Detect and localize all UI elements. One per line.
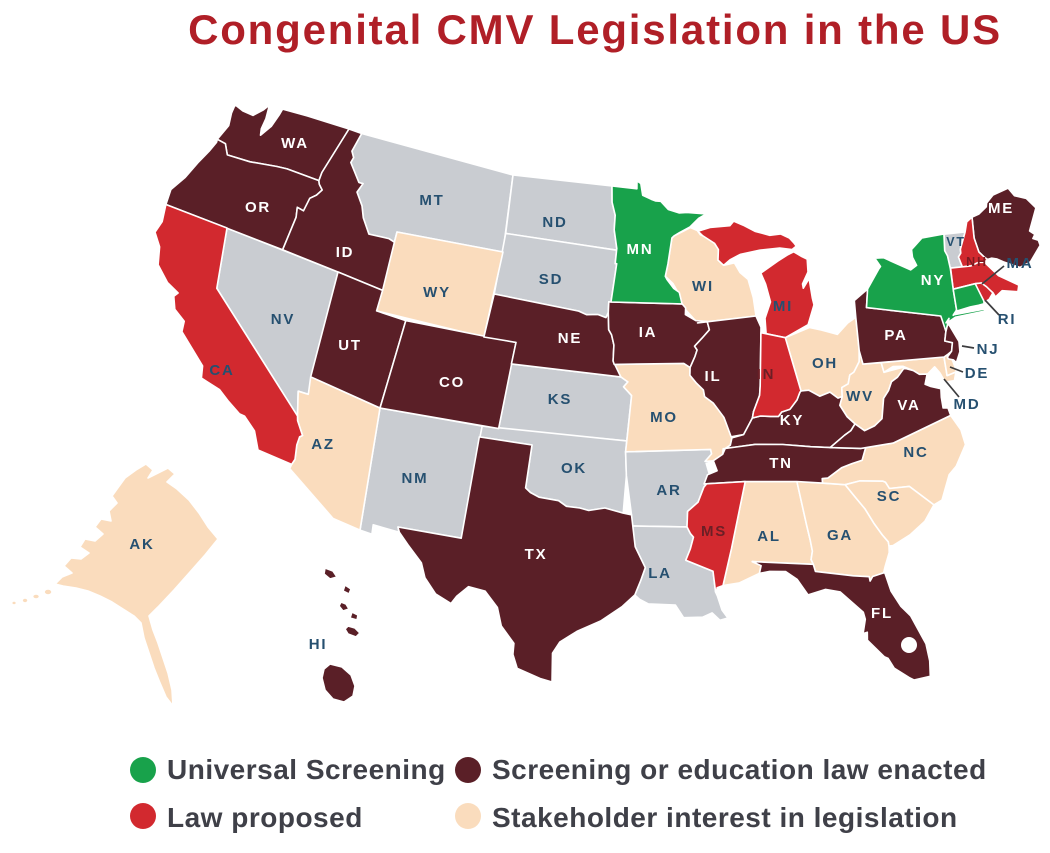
- svg-text:IA: IA: [639, 324, 658, 341]
- svg-text:VT: VT: [946, 235, 966, 249]
- svg-text:PA: PA: [884, 327, 907, 344]
- svg-text:MI: MI: [773, 298, 793, 315]
- svg-text:WA: WA: [281, 135, 309, 152]
- svg-text:KS: KS: [548, 391, 572, 408]
- svg-text:WY: WY: [423, 284, 451, 301]
- svg-text:SC: SC: [877, 488, 901, 505]
- svg-text:UT: UT: [338, 337, 362, 354]
- svg-text:MD: MD: [954, 396, 981, 413]
- svg-text:IN: IN: [757, 366, 776, 383]
- svg-text:ID: ID: [336, 244, 355, 261]
- svg-text:SD: SD: [539, 271, 563, 288]
- svg-text:NE: NE: [558, 330, 582, 347]
- svg-text:MA: MA: [1007, 255, 1034, 272]
- svg-text:NC: NC: [903, 444, 928, 461]
- svg-text:WI: WI: [692, 278, 714, 295]
- svg-text:IL: IL: [705, 368, 722, 385]
- svg-text:Stakeholder interest in legisl: Stakeholder interest in legislation: [492, 802, 958, 833]
- svg-text:AL: AL: [757, 528, 781, 545]
- svg-text:WV: WV: [846, 388, 874, 405]
- svg-text:ND: ND: [542, 214, 567, 231]
- svg-text:NY: NY: [921, 272, 945, 289]
- svg-text:VA: VA: [897, 397, 920, 414]
- svg-text:AK: AK: [129, 536, 154, 553]
- svg-text:NJ: NJ: [977, 341, 1000, 358]
- svg-text:MS: MS: [701, 523, 727, 540]
- svg-text:AR: AR: [656, 482, 681, 499]
- svg-text:KY: KY: [780, 412, 804, 429]
- svg-text:MT: MT: [419, 192, 444, 209]
- svg-text:FL: FL: [871, 605, 893, 622]
- svg-text:ME: ME: [988, 200, 1014, 217]
- svg-text:CO: CO: [439, 374, 465, 391]
- svg-text:LA: LA: [648, 565, 672, 582]
- svg-text:GA: GA: [827, 527, 853, 544]
- svg-text:RI: RI: [998, 311, 1017, 328]
- svg-text:TN: TN: [769, 455, 793, 472]
- svg-text:Congenital CMV Legislation in: Congenital CMV Legislation in the US: [188, 6, 1002, 53]
- svg-text:MN: MN: [627, 241, 654, 258]
- svg-text:AZ: AZ: [311, 436, 335, 453]
- svg-text:Universal Screening: Universal Screening: [167, 754, 446, 785]
- svg-text:NM: NM: [402, 470, 429, 487]
- svg-text:NH: NH: [966, 255, 988, 269]
- svg-text:TX: TX: [525, 546, 548, 563]
- svg-text:Law proposed: Law proposed: [167, 802, 363, 833]
- svg-text:HI: HI: [309, 636, 328, 653]
- svg-text:DE: DE: [965, 365, 989, 382]
- svg-text:MO: MO: [650, 409, 678, 426]
- svg-text:OR: OR: [245, 199, 271, 216]
- svg-text:OK: OK: [561, 460, 587, 477]
- svg-text:Screening or education law ena: Screening or education law enacted: [492, 754, 987, 785]
- svg-text:NV: NV: [271, 311, 295, 328]
- svg-text:CA: CA: [209, 362, 234, 379]
- svg-text:OH: OH: [812, 355, 838, 372]
